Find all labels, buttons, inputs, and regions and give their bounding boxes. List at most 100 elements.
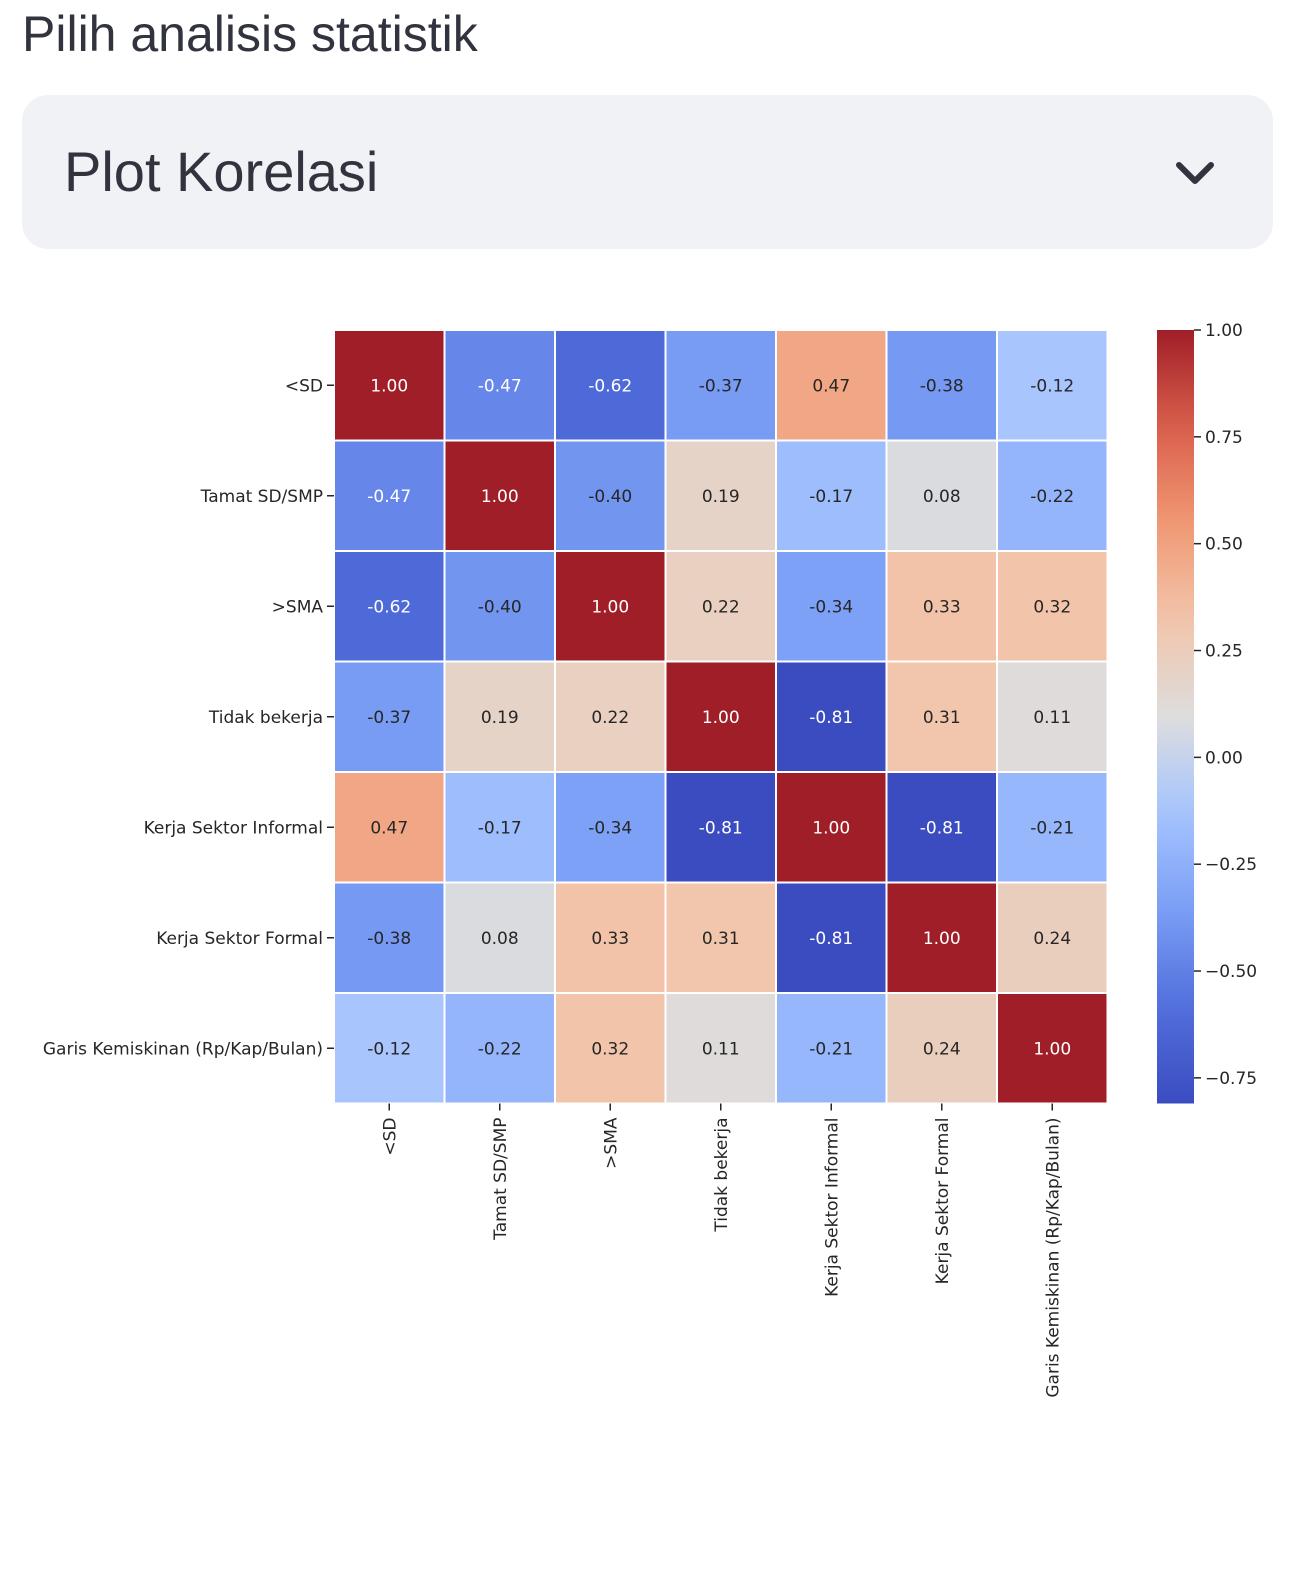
- chevron-down-icon[interactable]: [1173, 151, 1217, 195]
- heatmap-cell-value: 0.24: [923, 1039, 961, 1059]
- y-tick-label: Kerja Sektor Formal: [156, 929, 323, 949]
- colorbar-tick-label: −0.25: [1205, 855, 1257, 875]
- y-tick-label: Tidak bekerja: [208, 708, 323, 728]
- heatmap-cell-value: -0.34: [588, 818, 632, 838]
- heatmap-cell-value: -0.21: [1030, 818, 1074, 838]
- heatmap-cell: [554, 771, 667, 884]
- heatmap-cell: [996, 992, 1109, 1105]
- analysis-select[interactable]: Plot Korelasi: [22, 95, 1273, 249]
- heatmap-cell: [333, 771, 446, 884]
- x-tick-label: Kerja Sektor Informal: [822, 1118, 842, 1297]
- heatmap-cell: [554, 439, 667, 552]
- heatmap-cell: [996, 881, 1109, 994]
- x-tick-label: <SD: [380, 1118, 400, 1156]
- heatmap-cell: [775, 550, 888, 663]
- heatmap-cell-value: 0.47: [812, 376, 850, 396]
- heatmap-cell: [333, 660, 446, 773]
- heatmap-cell-value: 1.00: [591, 597, 629, 617]
- heatmap-cell-value: -0.40: [588, 487, 632, 507]
- x-tick-label: Garis Kemiskinan (Rp/Kap/Bulan): [1043, 1118, 1063, 1398]
- y-tick-label: >SMA: [272, 597, 324, 617]
- heatmap-cell-value: -0.38: [367, 929, 411, 949]
- heatmap-cell-value: -0.62: [588, 376, 632, 396]
- heatmap-cell-value: 0.19: [481, 708, 519, 728]
- heatmap-cell-value: 0.47: [370, 818, 408, 838]
- heatmap-cell: [443, 660, 556, 773]
- heatmap-cell: [333, 992, 446, 1105]
- heatmap-cell-value: 0.11: [702, 1039, 740, 1059]
- heatmap-cell-value: 0.33: [923, 597, 961, 617]
- heatmap-cell-value: -0.47: [478, 376, 522, 396]
- heatmap-cell: [885, 550, 998, 663]
- heatmap-cell: [333, 329, 446, 442]
- heatmap-cell-value: 0.11: [1033, 708, 1071, 728]
- heatmap-cell: [664, 660, 777, 773]
- heatmap-cell-value: 0.24: [1033, 929, 1071, 949]
- select-label: Pilih analisis statistik: [22, 6, 478, 62]
- x-tick-label: Tidak bekerja: [712, 1118, 732, 1233]
- heatmap-cell: [443, 329, 556, 442]
- heatmap-cell: [333, 881, 446, 994]
- x-tick-label: >SMA: [601, 1117, 621, 1169]
- heatmap-cell-value: 0.08: [923, 487, 961, 507]
- heatmap-cell-value: 0.08: [481, 929, 519, 949]
- heatmap-cell: [554, 329, 667, 442]
- heatmap-cell: [554, 550, 667, 663]
- heatmap-cell: [885, 329, 998, 442]
- heatmap-cell-value: -0.47: [367, 487, 411, 507]
- heatmap-cell: [885, 992, 998, 1105]
- heatmap-cell: [996, 550, 1109, 663]
- heatmap-cell-value: 1.00: [702, 708, 740, 728]
- heatmap-cell-value: 0.32: [1033, 597, 1071, 617]
- heatmap-cell: [664, 992, 777, 1105]
- heatmap-cell-value: -0.21: [809, 1039, 853, 1059]
- heatmap-cell-value: 0.22: [591, 708, 629, 728]
- heatmap-cell: [443, 550, 556, 663]
- colorbar-tick-label: 0.00: [1205, 748, 1243, 768]
- colorbar-tick-label: 0.75: [1205, 428, 1243, 448]
- correlation-heatmap-figure: 1.00 -0.47 -0.62 -0.37 0.47 -0.38 -0.12 -0.47 1.…: [0, 300, 1306, 1440]
- heatmap-cell-value: -0.81: [809, 708, 853, 728]
- heatmap-cell: [664, 550, 777, 663]
- heatmap-cell-value: -0.40: [478, 597, 522, 617]
- heatmap-cell: [664, 881, 777, 994]
- heatmap-cell-value: -0.12: [367, 1039, 411, 1059]
- colorbar-tick-label: 0.50: [1205, 535, 1243, 555]
- heatmap-cell-value: -0.37: [367, 708, 411, 728]
- colorbar-tick-label: 0.25: [1205, 642, 1243, 662]
- heatmap-cell: [443, 881, 556, 994]
- colorbar-tick-label: −0.50: [1205, 962, 1257, 982]
- heatmap-cell-value: 1.00: [481, 487, 519, 507]
- heatmap-cell-value: 0.22: [702, 597, 740, 617]
- x-tick-label: Tamat SD/SMP: [491, 1118, 511, 1241]
- heatmap-cell: [554, 992, 667, 1105]
- heatmap-cell-value: -0.81: [920, 818, 964, 838]
- heatmap-cell-value: -0.37: [699, 376, 743, 396]
- y-tick-label: <SD: [285, 376, 323, 396]
- select-value: Plot Korelasi: [64, 140, 379, 203]
- heatmap-cell-value: 1.00: [1033, 1039, 1071, 1059]
- heatmap-cell: [885, 660, 998, 773]
- heatmap-cell-value: -0.81: [699, 818, 743, 838]
- heatmap-cell-value: 1.00: [923, 929, 961, 949]
- heatmap-cell-value: 0.31: [923, 708, 961, 728]
- heatmap-cell-value: 0.31: [702, 929, 740, 949]
- colorbar-tick-label: 1.00: [1205, 321, 1243, 341]
- heatmap-cell-value: 1.00: [812, 818, 850, 838]
- heatmap-cell-value: -0.34: [809, 597, 853, 617]
- x-tick-label: Kerja Sektor Formal: [933, 1118, 953, 1285]
- colorbar: [1157, 330, 1194, 1104]
- heatmap-cell-value: -0.12: [1030, 376, 1074, 396]
- heatmap-cell-value: -0.17: [478, 818, 522, 838]
- heatmap-cell: [775, 881, 888, 994]
- heatmap-cell: [996, 660, 1109, 773]
- y-tick-label: Kerja Sektor Informal: [144, 818, 323, 838]
- heatmap-cell-value: -0.81: [809, 929, 853, 949]
- heatmap-cell-value: -0.62: [367, 597, 411, 617]
- heatmap-cell-value: 1.00: [370, 376, 408, 396]
- heatmap-cell: [996, 439, 1109, 552]
- colorbar-tick-label: −0.75: [1205, 1069, 1257, 1089]
- heatmap-cell: [775, 439, 888, 552]
- y-tick-label: Tamat SD/SMP: [200, 487, 323, 507]
- correlation-heatmap: 1.00 -0.47 -0.62 -0.37 0.47 -0.38 -0.12 -0.47 1.…: [43, 321, 1257, 1398]
